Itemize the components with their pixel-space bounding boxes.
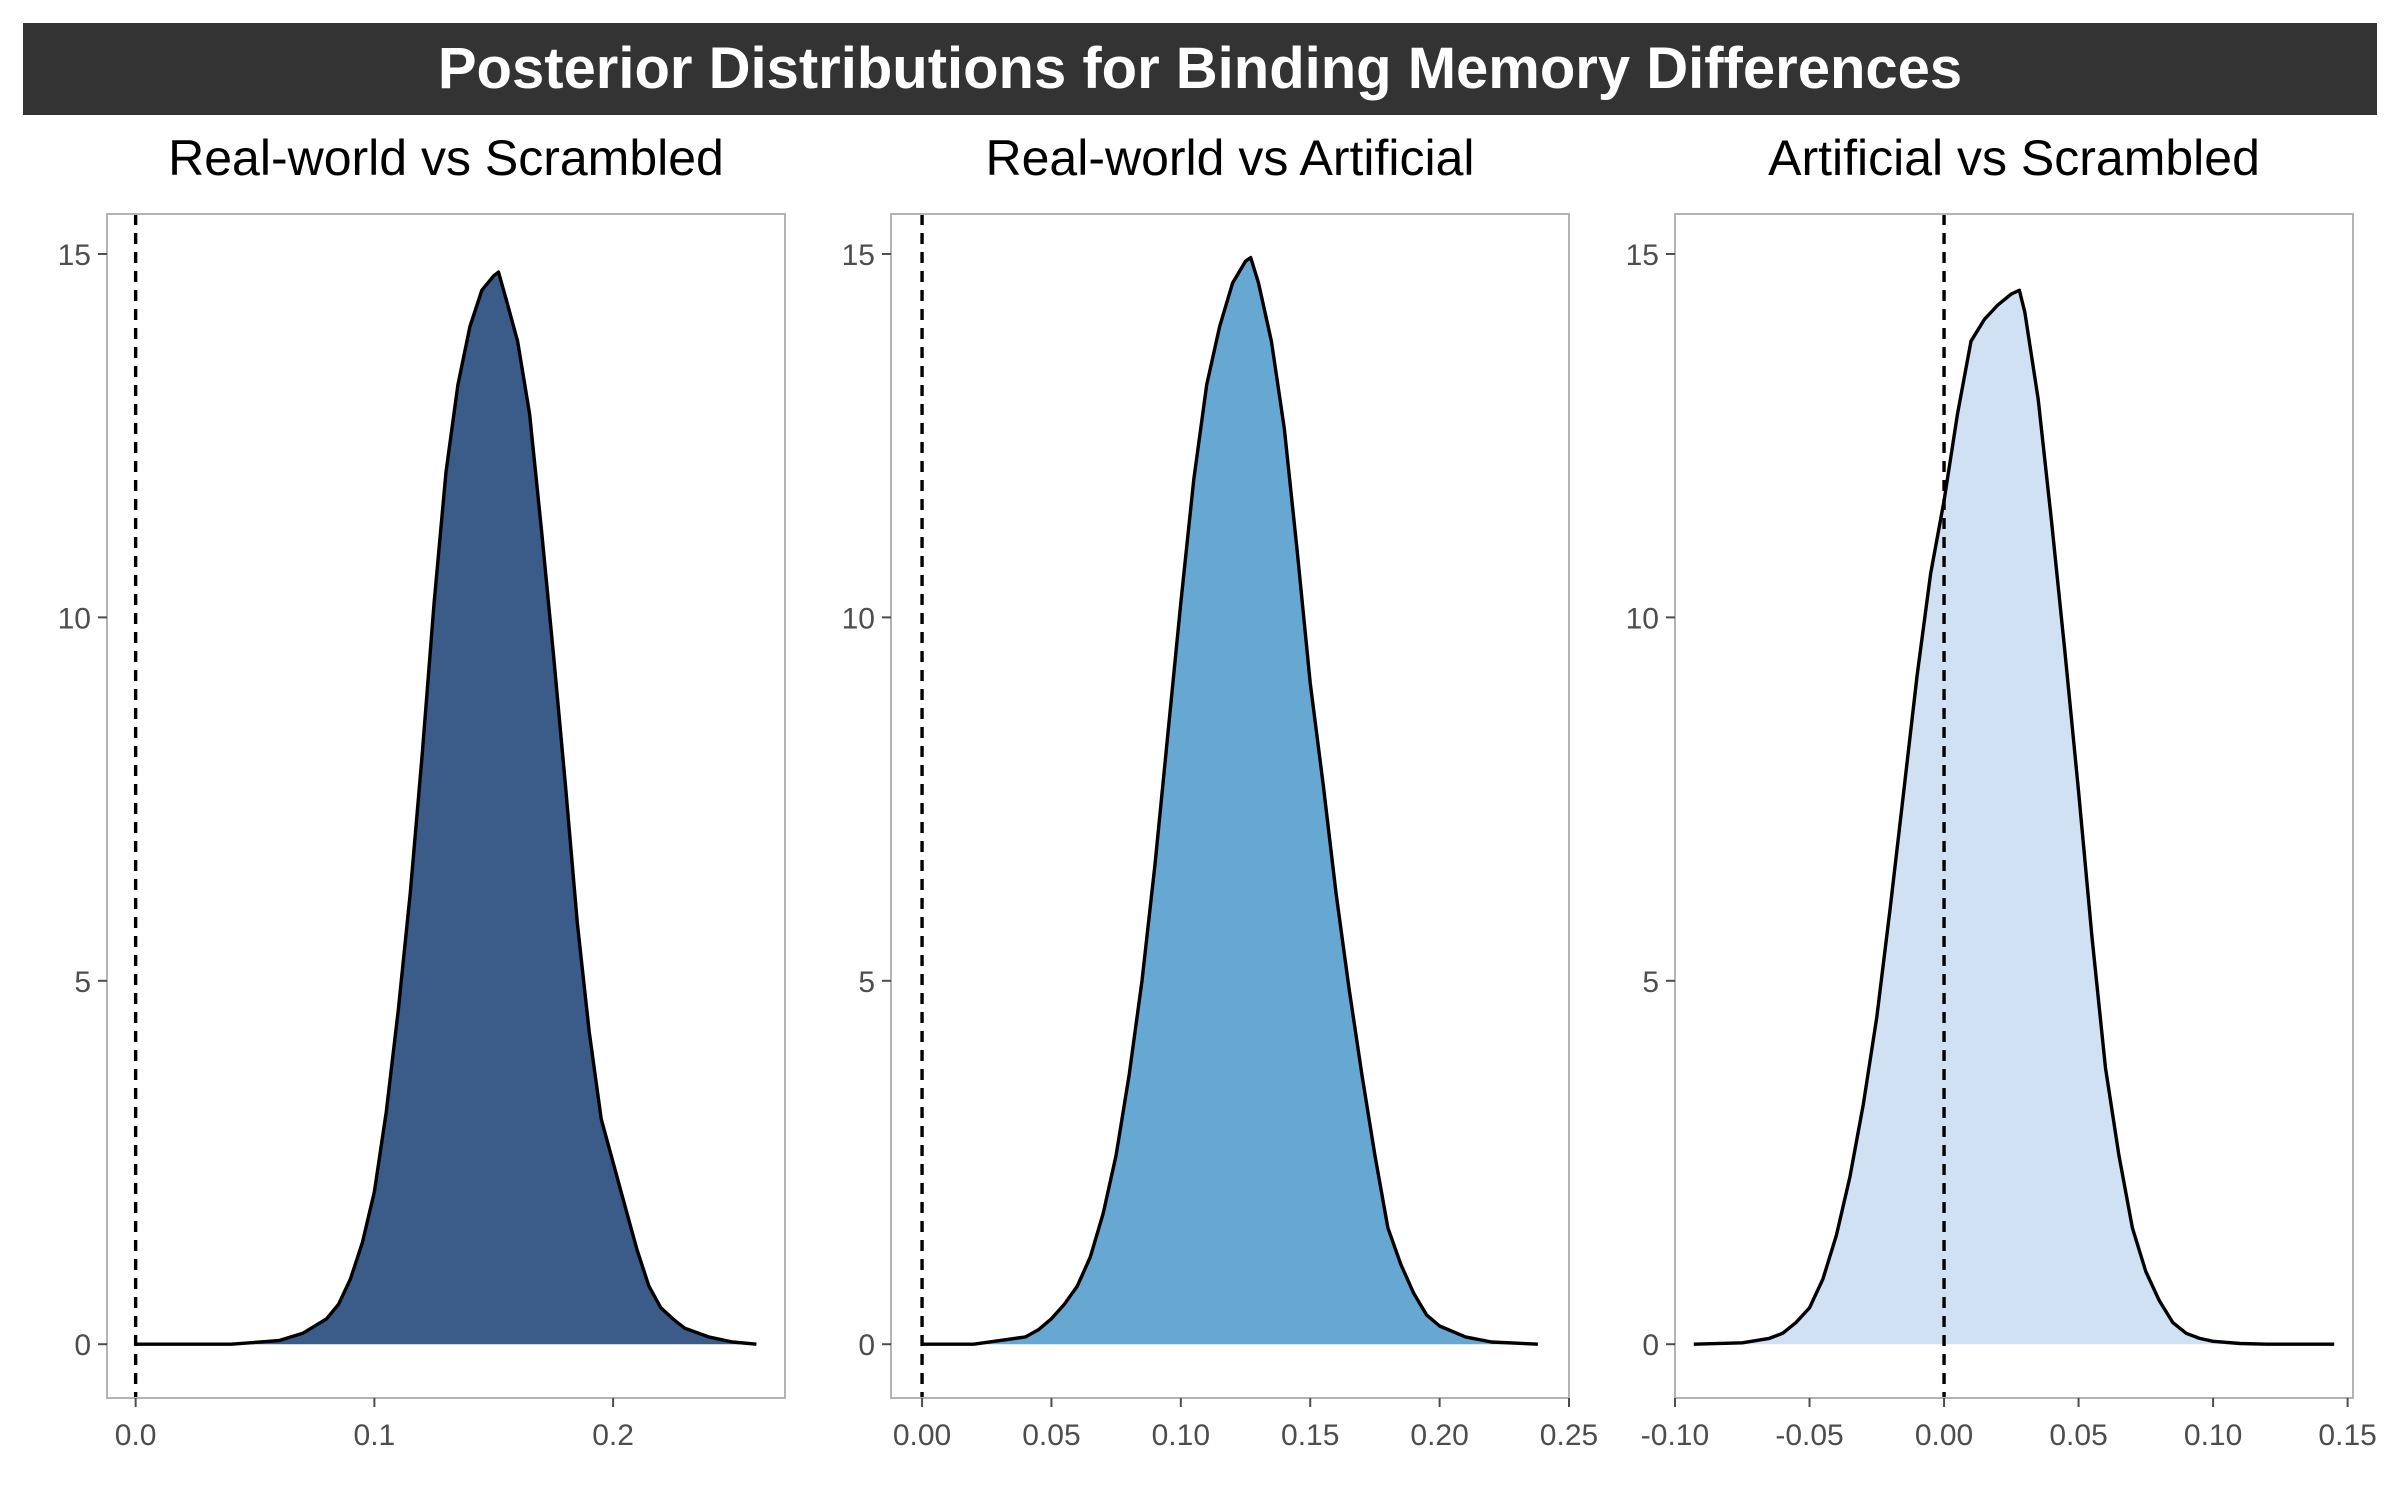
x-tick-label: 0.15 bbox=[2318, 1419, 2376, 1452]
figure-title: Posterior Distributions for Binding Memo… bbox=[438, 36, 1962, 101]
x-tick-label: 0.05 bbox=[2049, 1419, 2107, 1452]
x-tick-label: 0.1 bbox=[354, 1419, 396, 1452]
panel-1: Real-world vs Scrambled 0.0 0.1 0.2 0 5 10 15 bbox=[58, 130, 786, 1452]
y-tick-label: 10 bbox=[1626, 602, 1659, 635]
panel-3: Artificial vs Scrambled -0.10 -0.05 0.00 0.0… bbox=[1626, 130, 2377, 1452]
x-tick-label: 0.15 bbox=[1281, 1419, 1339, 1452]
title-bar bbox=[23, 23, 2377, 115]
x-tick-label: 0.0 bbox=[115, 1419, 157, 1452]
x-tick-label: 0.00 bbox=[893, 1419, 951, 1452]
panel-title: Real-world vs Scrambled bbox=[168, 130, 724, 186]
density-line bbox=[135, 270, 757, 1346]
x-tick-label: 0.05 bbox=[1022, 1419, 1080, 1452]
y-tick-label: 0 bbox=[858, 1329, 875, 1362]
density-area bbox=[135, 272, 757, 1345]
x-tick-label: 0.2 bbox=[592, 1419, 634, 1452]
y-tick-label: 5 bbox=[74, 966, 91, 999]
panel-title: Real-world vs Artificial bbox=[985, 130, 1474, 186]
y-tick-label: 10 bbox=[842, 602, 875, 635]
density-area bbox=[922, 257, 1538, 1345]
density-line bbox=[1693, 288, 2335, 1346]
y-tick-label: 15 bbox=[58, 239, 91, 272]
y-tick-label: 5 bbox=[858, 966, 875, 999]
y-tick-label: 0 bbox=[74, 1329, 91, 1362]
x-tick-label: 0.10 bbox=[1152, 1419, 1210, 1452]
y-tick-label: 10 bbox=[58, 602, 91, 635]
x-tick-label: -0.05 bbox=[1775, 1419, 1843, 1452]
y-tick-label: 15 bbox=[1626, 239, 1659, 272]
density-area bbox=[1693, 290, 2335, 1345]
y-tick-label: 0 bbox=[1642, 1329, 1659, 1362]
x-tick-label: 0.20 bbox=[1410, 1419, 1468, 1452]
y-tick-label: 15 bbox=[842, 239, 875, 272]
x-tick-label: 0.10 bbox=[2184, 1419, 2242, 1452]
panel-border bbox=[1674, 213, 2354, 1399]
y-tick-label: 5 bbox=[1642, 966, 1659, 999]
x-tick-label: 0.25 bbox=[1540, 1419, 1598, 1452]
panel-border bbox=[890, 213, 1570, 1399]
x-tick-label: -0.10 bbox=[1641, 1419, 1709, 1452]
panel-title: Artificial vs Scrambled bbox=[1768, 130, 2260, 186]
panel-2: Real-world vs Artificial 0.00 0.05 0.10 0.15… bbox=[842, 130, 1599, 1452]
x-tick-label: 0.00 bbox=[1915, 1419, 1973, 1452]
panel-border bbox=[106, 213, 786, 1399]
density-line bbox=[922, 255, 1538, 1346]
